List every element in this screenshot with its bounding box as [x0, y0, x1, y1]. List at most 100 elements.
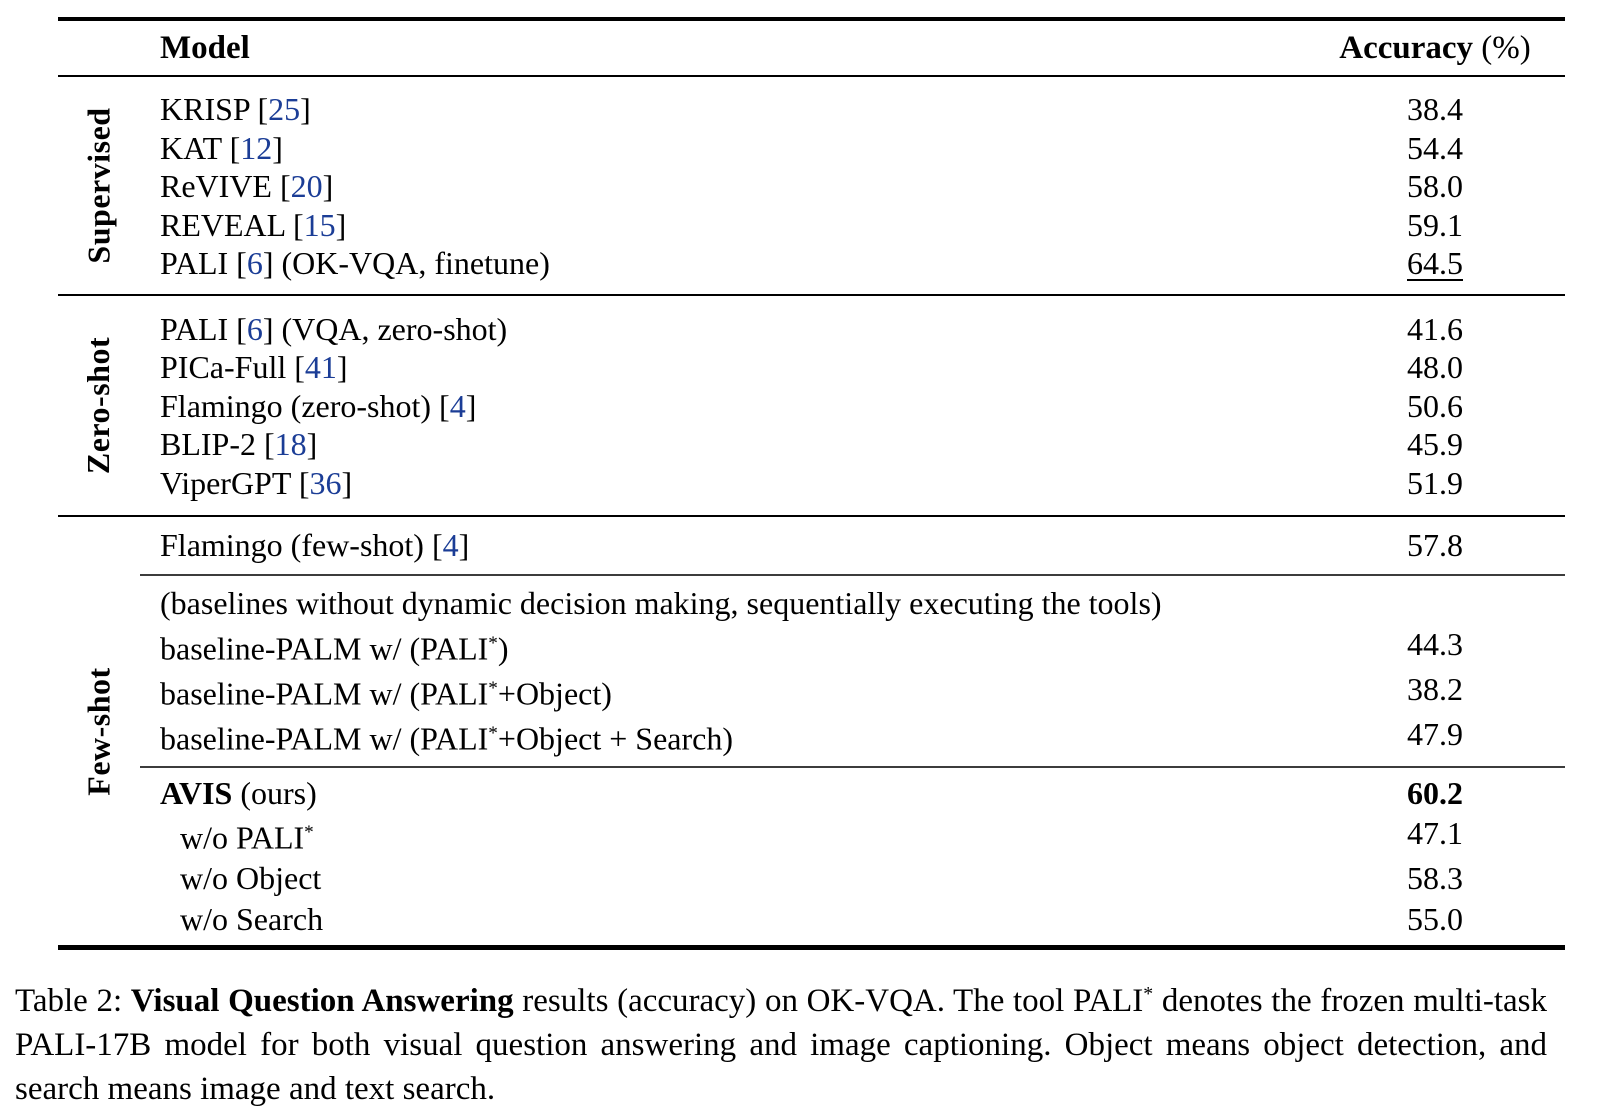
citation-link[interactable]: 6	[246, 245, 263, 281]
table-row: KRISP [25] 38.4	[140, 90, 1565, 129]
section-label: Supervised	[80, 107, 117, 264]
accuracy-cell: 64.5	[1407, 245, 1463, 281]
table-row: w/o Search 55.0	[140, 899, 1565, 940]
header-divider-rule	[58, 75, 1565, 77]
section-label-column: Zero-shot	[58, 296, 140, 516]
model-column-header: Model	[140, 21, 1305, 75]
model-cell: ViperGPT [36]	[160, 464, 353, 501]
accuracy-cell	[1305, 583, 1565, 624]
model-cell: Flamingo (zero-shot) [4]	[160, 387, 477, 424]
model-cell: w/o PALI*	[180, 819, 314, 856]
accuracy-cell: 54.4	[1407, 129, 1463, 166]
model-cell: AVIS (ours)	[160, 774, 317, 811]
model-cell: w/o Search	[180, 900, 324, 937]
row-group: PALI [6] (VQA, zero-shot) 41.6 PICa-Full […	[140, 296, 1565, 516]
accuracy-cell: 59.1	[1407, 206, 1463, 243]
table-row: BLIP-2 [18] 45.9	[140, 425, 1565, 464]
accuracy-cell: 50.6	[1407, 387, 1463, 424]
section-rows: PALI [6] (VQA, zero-shot) 41.6 PICa-Full […	[140, 296, 1565, 516]
table-row: baseline-PALM w/ (PALI*+Object) 38.2	[140, 669, 1565, 714]
section-label-column: Supervised	[58, 77, 140, 294]
model-cell: ReVIVE [20]	[160, 168, 334, 204]
model-cell: PICa-Full [41]	[160, 349, 348, 385]
model-cell: baseline-PALM w/ (PALI*)	[160, 630, 509, 667]
model-cell: baseline-PALM w/ (PALI*+Object + Search)	[160, 720, 733, 757]
accuracy-cell: 58.0	[1407, 168, 1463, 204]
table-header-row: Model Accuracy (%)	[58, 21, 1565, 75]
section-label-column: Few-shot	[58, 517, 140, 945]
table-body: Supervised KRISP [25] 38.4 KAT [12] 54.4 ReVI…	[58, 77, 1565, 945]
accuracy-cell: 47.9	[1407, 715, 1463, 752]
section-divider-rule	[58, 515, 1565, 517]
row-group: AVIS (ours) 60.2 w/o PALI* 47.1 w/o Object 58…	[140, 768, 1565, 946]
accuracy-cell: 44.3	[1407, 625, 1463, 662]
accuracy-column-header: Accuracy (%)	[1305, 21, 1565, 75]
accuracy-cell: 38.2	[1407, 670, 1463, 707]
results-table: Model Accuracy (%) Supervised KRISP [25] 3…	[58, 17, 1565, 951]
model-header-label: Model	[160, 30, 250, 66]
accuracy-cell: 38.4	[1407, 91, 1463, 127]
model-cell: PALI [6] (VQA, zero-shot)	[160, 310, 508, 347]
row-group: (baselines without dynamic decision maki…	[140, 576, 1565, 766]
accuracy-cell: 57.8	[1407, 527, 1463, 563]
section-label: Few-shot	[80, 666, 117, 796]
table-row: baseline-PALM w/ (PALI*+Object + Search)…	[140, 714, 1565, 759]
accuracy-header-label: Accuracy	[1339, 30, 1474, 66]
citation-link[interactable]: 4	[449, 387, 466, 424]
table-row: PICa-Full [41] 48.0	[140, 348, 1565, 387]
model-cell: w/o Object	[180, 860, 322, 897]
superscript-asterisk: *	[488, 632, 498, 654]
table-row: ReVIVE [20] 58.0	[140, 167, 1565, 206]
section-rows: Flamingo (few-shot) [4] 57.8 (baselines wi…	[140, 517, 1565, 945]
row-group: Flamingo (few-shot) [4] 57.8	[140, 517, 1565, 574]
citation-link[interactable]: 41	[304, 349, 337, 385]
table-section-supervised: Supervised KRISP [25] 38.4 KAT [12] 54.4 ReVI…	[58, 77, 1565, 294]
row-group: KRISP [25] 38.4 KAT [12] 54.4 ReVIVE [20] 58.…	[140, 77, 1565, 294]
model-cell: REVEAL [15]	[160, 206, 347, 243]
model-cell: KAT [12]	[160, 129, 283, 166]
section-rows: KRISP [25] 38.4 KAT [12] 54.4 ReVIVE [20] 58.…	[140, 77, 1565, 294]
accuracy-cell: 47.1	[1407, 815, 1463, 852]
table-row: w/o PALI* 47.1	[140, 813, 1565, 858]
superscript-asterisk: *	[488, 677, 498, 699]
section-divider-rule	[58, 293, 1565, 296]
accuracy-cell: 55.0	[1407, 900, 1463, 937]
citation-link[interactable]: 20	[290, 168, 323, 204]
table-row: w/o Object 58.3	[140, 858, 1565, 899]
table-row: (baselines without dynamic decision maki…	[140, 583, 1565, 624]
section-label: Zero-shot	[80, 336, 117, 474]
model-cell: PALI [6] (OK-VQA, finetune)	[160, 245, 550, 281]
table-section-zero-shot: Zero-shot PALI [6] (VQA, zero-shot) 41.6 PI…	[58, 296, 1565, 516]
table-row: PALI [6] (OK-VQA, finetune) 64.5	[140, 244, 1565, 283]
table-caption: Table 2: Visual Question Answering resul…	[15, 982, 1548, 1107]
citation-link[interactable]: 12	[240, 129, 273, 166]
table-row: baseline-PALM w/ (PALI*) 44.3	[140, 624, 1565, 669]
accuracy-cell: 58.3	[1407, 860, 1463, 897]
citation-link[interactable]: 18	[274, 426, 307, 462]
model-cell: (baselines without dynamic decision maki…	[160, 585, 1162, 621]
partial-divider-rule	[140, 574, 1565, 576]
superscript-asterisk: *	[1143, 983, 1154, 1005]
model-cell: baseline-PALM w/ (PALI*+Object)	[160, 675, 612, 712]
table-bottom-rule	[58, 945, 1565, 951]
model-cell: KRISP [25]	[160, 91, 311, 127]
citation-link[interactable]: 4	[442, 527, 459, 563]
table-row: Flamingo (few-shot) [4] 57.8	[140, 526, 1565, 565]
accuracy-cell: 60.2	[1407, 774, 1463, 811]
table-row: Flamingo (zero-shot) [4] 50.6	[140, 387, 1565, 426]
model-cell: BLIP-2 [18]	[160, 426, 318, 462]
table-row: ViperGPT [36] 51.9	[140, 464, 1565, 503]
table-section-few-shot: Few-shot Flamingo (few-shot) [4] 57.8 (base…	[58, 517, 1565, 945]
citation-link[interactable]: 25	[268, 91, 301, 127]
table-row: KAT [12] 54.4	[140, 129, 1565, 168]
table-row: REVEAL [15] 59.1	[140, 206, 1565, 245]
accuracy-cell: 48.0	[1407, 349, 1463, 385]
accuracy-cell: 45.9	[1407, 426, 1463, 462]
citation-link[interactable]: 6	[246, 310, 263, 347]
citation-link[interactable]: 15	[303, 206, 336, 243]
superscript-asterisk: *	[304, 822, 314, 844]
citation-link[interactable]: 36	[309, 464, 342, 501]
partial-divider-rule	[140, 765, 1565, 768]
accuracy-header-unit: (%)	[1473, 30, 1531, 66]
accuracy-cell: 41.6	[1407, 310, 1463, 347]
